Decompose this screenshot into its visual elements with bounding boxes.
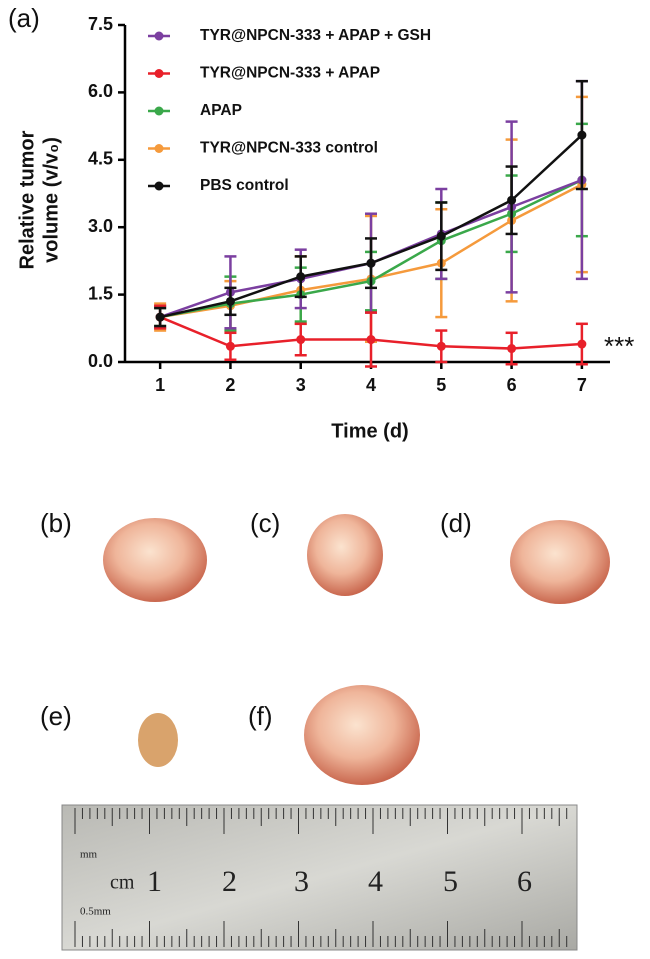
- legend-label: TYR@NPCN-333 + APAP + GSH: [200, 27, 431, 44]
- legend-label: APAP: [200, 102, 242, 119]
- data-point: [577, 130, 587, 140]
- x-tick-label: 5: [436, 375, 446, 395]
- tumor-photos: [103, 514, 610, 785]
- legend-swatch: [154, 69, 164, 78]
- data-point: [225, 296, 235, 306]
- ruler-label: mm: [80, 849, 98, 861]
- y-tick-label: 3.0: [88, 216, 113, 236]
- ruler-label: 0.5mm: [80, 906, 111, 918]
- data-point: [507, 344, 517, 354]
- ruler: [61, 804, 578, 951]
- data-point: [366, 258, 376, 268]
- legend-label: PBS control: [200, 177, 289, 194]
- y-tick-label: 1.5: [88, 283, 113, 303]
- legend-swatch: [154, 31, 164, 41]
- x-tick-label: 7: [577, 375, 587, 395]
- x-tick-label: 2: [225, 375, 235, 395]
- ruler-label: 1: [147, 865, 162, 898]
- ruler-label: 6: [517, 865, 532, 898]
- y-tick-label: 7.5: [88, 14, 113, 34]
- data-point: [436, 341, 446, 351]
- ruler-label: 5: [443, 865, 458, 898]
- tumor-photo: [510, 520, 610, 604]
- data-point: [507, 195, 517, 205]
- panel-label: (b): [40, 508, 72, 538]
- x-tick-label: 4: [366, 375, 376, 395]
- ruler-label: 4: [368, 865, 383, 898]
- tumor-photo: [138, 713, 178, 767]
- y-tick-label: 6.0: [88, 81, 113, 101]
- x-tick-label: 1: [155, 375, 165, 395]
- legend-swatch: [154, 181, 164, 191]
- tumor-photo: [304, 685, 420, 785]
- ruler-label: 3: [294, 865, 309, 898]
- legend-swatch: [154, 144, 164, 153]
- ruler-label: cm: [110, 872, 135, 894]
- y-axis-title: volume (v/v₀): [40, 137, 62, 263]
- panel-label: (c): [250, 508, 280, 538]
- data-point: [296, 335, 306, 345]
- panel-label: (d): [440, 508, 472, 538]
- data-point: [577, 339, 587, 349]
- legend-swatch: [154, 106, 164, 116]
- legend-label: TYR@NPCN-333 + APAP: [200, 65, 380, 82]
- panel-label: (e): [40, 701, 72, 731]
- panel-label: (a): [8, 3, 40, 33]
- ruler-label: 2: [222, 865, 237, 898]
- legend-label: TYR@NPCN-333 control: [200, 140, 378, 157]
- tumor-photo: [103, 518, 207, 602]
- y-axis-title: Relative tumor: [16, 130, 38, 269]
- ruler-ticks: [74, 808, 568, 947]
- y-tick-label: 4.5: [88, 149, 113, 169]
- data-point: [366, 335, 376, 345]
- data-point: [436, 231, 446, 241]
- panel-label: (f): [248, 701, 273, 731]
- data-point: [155, 312, 165, 322]
- tumor-photo: [307, 514, 383, 596]
- y-tick-label: 0.0: [88, 351, 113, 371]
- x-tick-label: 6: [507, 375, 517, 395]
- annotation: ***: [604, 331, 634, 361]
- x-tick-label: 3: [296, 375, 306, 395]
- x-axis-title: Time (d): [331, 420, 408, 442]
- data-point: [225, 341, 235, 351]
- data-point: [296, 272, 306, 282]
